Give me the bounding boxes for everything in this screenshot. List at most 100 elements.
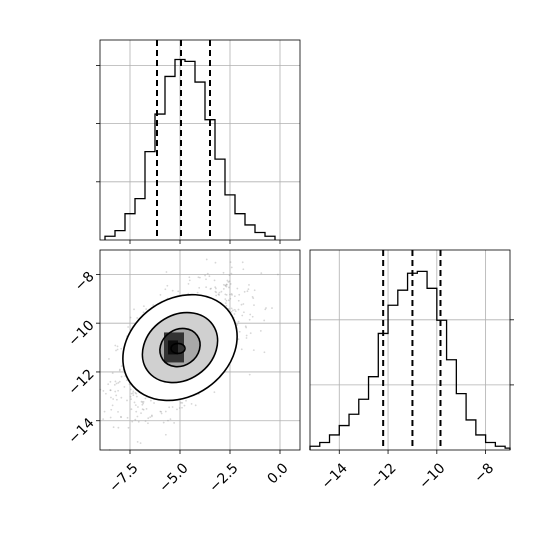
scatter-point	[229, 298, 231, 300]
scatter-point	[115, 350, 117, 352]
scatter-point	[179, 407, 181, 409]
scatter-point	[136, 396, 138, 398]
scatter-point	[204, 275, 206, 277]
scatter-point	[140, 442, 142, 444]
scatter-point	[115, 381, 117, 383]
scatter-point	[215, 295, 217, 297]
scatter-point	[219, 292, 221, 294]
joint-scatter-panel: −7.5 −5.0 −2.5 0.0 −8 −10 −12 −14	[65, 250, 300, 496]
scatter-point	[191, 403, 193, 405]
scatter-point	[142, 408, 144, 410]
scatter-point	[224, 298, 226, 300]
scatter-point	[143, 311, 145, 313]
scatter-point	[119, 381, 121, 383]
scatter-point	[117, 345, 119, 347]
scatter-point	[241, 348, 243, 350]
scatter-point	[151, 414, 153, 416]
scatter-point	[210, 288, 212, 290]
scatter-point	[226, 286, 228, 288]
scatter-point	[214, 286, 216, 288]
scatter-point	[231, 311, 233, 313]
scatter-point	[176, 408, 178, 410]
scatter-point	[264, 308, 266, 310]
scatter-point	[109, 389, 111, 391]
scatter-point	[120, 397, 122, 399]
scatter-point	[110, 417, 112, 419]
scatter-point	[147, 422, 149, 424]
scatter-point	[147, 417, 149, 419]
y-tick-label-joint: −10	[65, 318, 97, 350]
scatter-point	[189, 279, 191, 281]
scatter-point	[112, 404, 114, 406]
scatter-point	[199, 277, 201, 279]
scatter-point	[243, 311, 245, 313]
scatter-point	[230, 261, 232, 263]
scatter-point	[229, 294, 231, 296]
scatter-point	[231, 273, 233, 275]
scatter-point	[181, 407, 183, 409]
scatter-point	[239, 331, 241, 333]
scatter-point	[121, 365, 123, 367]
scatter-point	[225, 302, 227, 304]
scatter-point	[263, 320, 265, 322]
scatter-point	[205, 286, 207, 288]
scatter-point	[116, 383, 118, 385]
scatter-point	[138, 421, 140, 423]
scatter-point	[105, 393, 107, 395]
scatter-point	[137, 441, 139, 443]
scatter-point	[214, 279, 216, 281]
scatter-point	[109, 381, 111, 383]
scatter-point	[188, 283, 190, 285]
scatter-point	[166, 271, 168, 273]
y-tick-label-joint: −12	[65, 366, 97, 398]
scatter-point	[132, 392, 134, 394]
frame-hy	[310, 250, 510, 450]
scatter-point	[117, 411, 119, 413]
scatter-point	[120, 416, 122, 418]
scatter-point	[260, 330, 262, 332]
scatter-point	[177, 290, 179, 292]
scatter-point	[135, 411, 137, 413]
scatter-point	[250, 332, 252, 334]
scatter-point	[264, 351, 266, 353]
scatter-point	[226, 284, 228, 286]
scatter-point	[150, 400, 152, 402]
scatter-point	[221, 291, 223, 293]
scatter-point	[229, 274, 231, 276]
histogram-x-panel	[96, 40, 300, 244]
scatter-point	[166, 285, 168, 287]
scatter-point	[127, 417, 129, 419]
y-tick-label-joint: −14	[65, 415, 97, 447]
scatter-point	[159, 411, 161, 413]
scatter-point	[231, 294, 233, 296]
scatter-point	[181, 402, 183, 404]
scatter-point	[165, 411, 167, 413]
scatter-point	[117, 349, 119, 351]
scatter-point	[218, 294, 220, 296]
x-tick-label-hy: −14	[319, 460, 351, 492]
scatter-point	[253, 304, 255, 306]
scatter-point	[231, 308, 233, 310]
x-tick-label-joint: −2.5	[206, 460, 241, 495]
scatter-point	[252, 316, 254, 318]
scatter-point	[223, 284, 225, 286]
scatter-point	[198, 287, 200, 289]
scatter-point	[161, 413, 163, 415]
scatter-point	[172, 406, 174, 408]
scatter-point	[137, 406, 139, 408]
scatter-point	[254, 289, 256, 291]
scatter-point	[244, 291, 246, 293]
scatter-point	[153, 402, 155, 404]
scatter-point	[113, 426, 115, 428]
scatter-point	[207, 273, 209, 275]
scatter-point	[205, 278, 207, 280]
scatter-point	[112, 372, 114, 374]
scatter-point	[223, 288, 225, 290]
scatter-point	[213, 391, 215, 393]
scatter-point	[188, 276, 190, 278]
grid-hx	[100, 40, 300, 240]
scatter-point	[271, 307, 273, 309]
scatter-point	[136, 317, 138, 319]
scatter-point	[236, 288, 238, 290]
scatter-point	[130, 317, 132, 319]
